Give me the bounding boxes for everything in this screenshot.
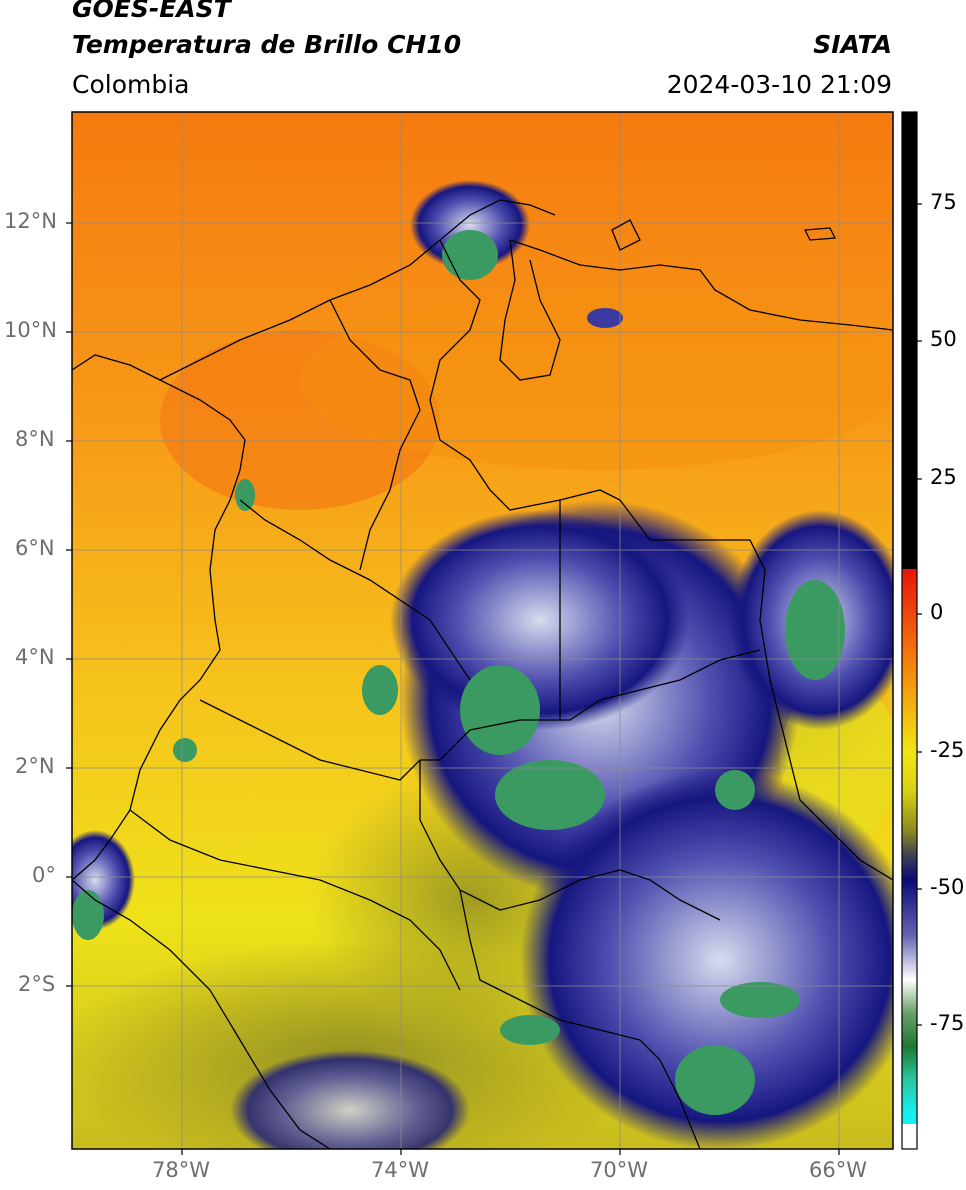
colorbar-tick-0: 0 xyxy=(930,600,944,624)
lat-tick-8n: 8°N xyxy=(15,427,55,451)
colorbar-tick-minus75: -75 xyxy=(930,1011,965,1035)
organization-label: SIATA xyxy=(813,30,892,59)
colorbar-warm-segment xyxy=(902,112,917,569)
lat-tick-4n: 4°N xyxy=(15,645,55,669)
country-borders xyxy=(72,199,893,1149)
map-frame xyxy=(71,111,894,1150)
lon-tick-74w: 74°W xyxy=(371,1158,429,1182)
colorbar-tick-25: 25 xyxy=(930,465,957,489)
lat-tick-6n: 6°N xyxy=(15,536,55,560)
axis-ticks xyxy=(66,222,840,1155)
lon-tick-70w: 70°W xyxy=(590,1158,648,1182)
lon-tick-66w: 66°W xyxy=(809,1158,867,1182)
lat-tick-2s: 2°S xyxy=(18,972,56,996)
colorbar-frame xyxy=(901,111,918,1150)
map-gridlines xyxy=(72,112,893,1149)
colorbar-tick-minus25: -25 xyxy=(930,738,965,762)
lat-tick-10n: 10°N xyxy=(4,318,57,342)
colorbar-tick-75: 75 xyxy=(930,190,957,214)
colorbar-cold-segment xyxy=(902,1124,917,1149)
datetime-label: 2024-03-10 21:09 xyxy=(666,70,892,99)
colorbar-tick-50: 50 xyxy=(930,327,957,351)
lat-tick-12n: 12°N xyxy=(4,209,57,233)
colorbar xyxy=(901,111,922,1150)
region-label: Colombia xyxy=(72,70,190,99)
product-title: Temperatura de Brillo CH10 xyxy=(72,30,462,59)
lat-tick-0: 0° xyxy=(32,863,56,887)
colorbar-gradient-segment xyxy=(902,569,917,1124)
lat-tick-2n: 2°N xyxy=(15,754,55,778)
satellite-title: GOES-EAST xyxy=(72,0,231,23)
lon-tick-78w: 78°W xyxy=(152,1158,210,1182)
colorbar-tick-minus50: -50 xyxy=(930,875,965,899)
brightness-temperature-field xyxy=(72,112,893,1149)
